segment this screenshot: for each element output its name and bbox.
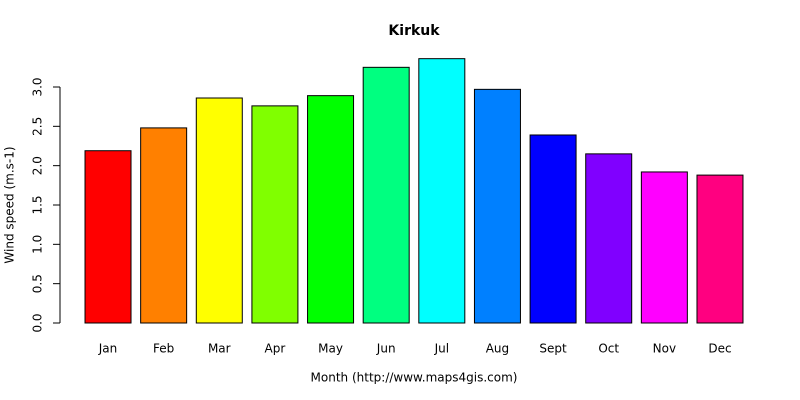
x-tick-label: Jan	[98, 342, 118, 356]
x-tick-label: Aug	[486, 342, 509, 356]
bar	[362, 66, 410, 324]
bar	[84, 150, 132, 324]
x-tick-label: Jun	[376, 342, 396, 356]
bar	[696, 174, 744, 324]
bar	[473, 88, 521, 324]
x-tick-label: May	[318, 342, 343, 356]
bar	[195, 97, 243, 324]
x-tick-label: Jul	[434, 342, 449, 356]
x-tick-label: Nov	[653, 342, 676, 356]
y-axis-label: Wind speed (m.s-1)	[3, 146, 17, 263]
bar	[140, 127, 188, 324]
y-tick-label: 1.0	[31, 235, 45, 254]
x-tick-label: Mar	[208, 342, 231, 356]
y-tick-label: 2.0	[31, 156, 45, 175]
y-tick-label: 0.5	[31, 274, 45, 293]
y-tick-label: 2.5	[31, 117, 45, 136]
bar	[585, 153, 633, 324]
x-tick-label: Dec	[708, 342, 731, 356]
bar	[418, 58, 466, 324]
x-tick-label: Sept	[539, 342, 567, 356]
y-tick-label: 0.0	[31, 313, 45, 332]
x-tick-label: Apr	[265, 342, 286, 356]
x-tick-label: Oct	[598, 342, 619, 356]
bar	[307, 95, 355, 324]
y-tick-label: 3.0	[31, 77, 45, 96]
bar	[529, 134, 577, 324]
x-axis-label: Month (http://www.maps4gis.com)	[311, 371, 518, 385]
bar	[251, 105, 299, 324]
y-tick-label: 1.5	[31, 195, 45, 214]
chart-title: Kirkuk	[388, 23, 440, 39]
x-tick-label: Feb	[153, 342, 174, 356]
bar	[640, 171, 688, 324]
